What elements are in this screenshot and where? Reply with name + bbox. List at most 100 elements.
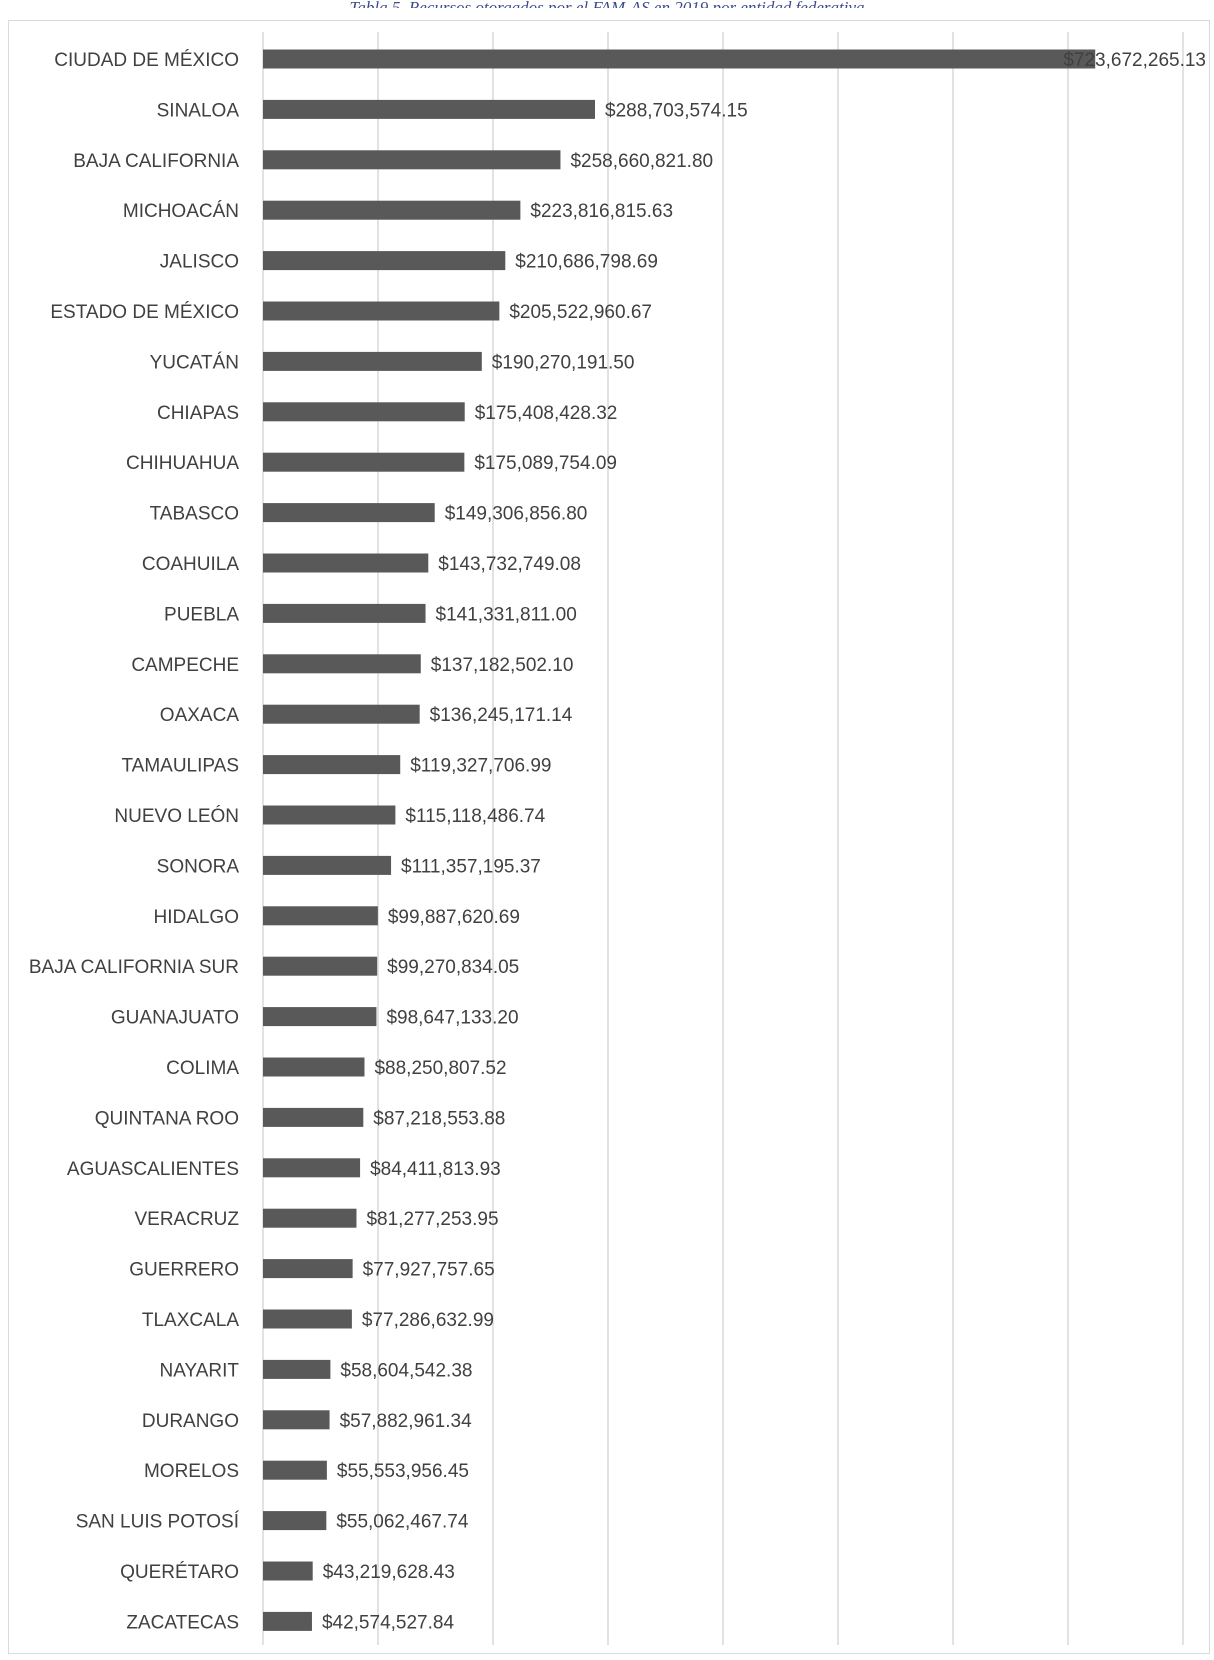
data-label-18: $99,270,834.05 bbox=[387, 957, 519, 978]
category-label-8: CHIHUAHUA bbox=[126, 453, 239, 474]
bar-24 bbox=[263, 1259, 353, 1279]
data-label-9: $149,306,856.80 bbox=[445, 504, 588, 525]
data-label-13: $136,245,171.14 bbox=[430, 705, 573, 726]
category-label-30: QUERÉTARO bbox=[120, 1562, 239, 1583]
data-label-1: $288,703,574.15 bbox=[605, 100, 748, 121]
data-label-0: $723,672,265.13 bbox=[1063, 50, 1206, 71]
bar-29 bbox=[263, 1511, 327, 1531]
bar-12 bbox=[263, 654, 421, 674]
bar-21 bbox=[263, 1107, 364, 1127]
category-label-4: JALISCO bbox=[160, 252, 239, 273]
chart-caption: Tabla 5. Recursos otorgados por el FAM-A… bbox=[0, 0, 1214, 8]
data-label-6: $190,270,191.50 bbox=[492, 352, 635, 373]
category-label-7: CHIAPAS bbox=[157, 403, 239, 424]
bar-25 bbox=[263, 1309, 352, 1329]
category-label-12: CAMPECHE bbox=[131, 655, 239, 676]
data-label-3: $223,816,815.63 bbox=[530, 201, 673, 222]
category-label-11: PUEBLA bbox=[164, 604, 239, 625]
data-label-17: $99,887,620.69 bbox=[388, 907, 520, 928]
chart-frame bbox=[8, 20, 1210, 1654]
data-label-28: $55,553,956.45 bbox=[337, 1461, 469, 1482]
chart-caption-text: Tabla 5. Recursos otorgados por el FAM-A… bbox=[349, 0, 864, 8]
bar-31 bbox=[263, 1611, 312, 1631]
bar-15 bbox=[263, 805, 396, 825]
data-label-4: $210,686,798.69 bbox=[515, 252, 658, 273]
category-label-17: HIDALGO bbox=[153, 907, 239, 928]
data-labels: $723,672,265.13 $288,703,574.15 $258,660,8… bbox=[322, 50, 1206, 1633]
bar-0 bbox=[263, 49, 1096, 69]
data-label-20: $88,250,807.52 bbox=[374, 1058, 506, 1079]
category-label-18: BAJA CALIFORNIA SUR bbox=[29, 957, 239, 978]
category-label-19: GUANAJUATO bbox=[111, 1008, 239, 1029]
data-label-23: $81,277,253.95 bbox=[366, 1209, 498, 1230]
data-label-26: $58,604,542.38 bbox=[340, 1360, 472, 1381]
category-label-26: NAYARIT bbox=[159, 1360, 239, 1381]
data-label-12: $137,182,502.10 bbox=[431, 655, 574, 676]
data-label-22: $84,411,813.93 bbox=[370, 1159, 501, 1180]
data-label-29: $55,062,467.74 bbox=[336, 1512, 469, 1533]
category-label-14: TAMAULIPAS bbox=[121, 756, 239, 777]
category-label-16: SONORA bbox=[157, 856, 240, 877]
category-label-21: QUINTANA ROO bbox=[95, 1108, 239, 1129]
bar-8 bbox=[263, 452, 465, 472]
bar-23 bbox=[263, 1208, 357, 1228]
data-label-30: $43,219,628.43 bbox=[323, 1562, 455, 1583]
bar-16 bbox=[263, 855, 392, 875]
bar-7 bbox=[263, 402, 465, 422]
category-label-28: MORELOS bbox=[144, 1461, 239, 1482]
category-label-9: TABASCO bbox=[150, 504, 239, 525]
bar-13 bbox=[263, 704, 420, 724]
category-label-1: SINALOA bbox=[157, 100, 240, 121]
data-label-19: $98,647,133.20 bbox=[386, 1008, 518, 1029]
data-label-2: $258,660,821.80 bbox=[570, 151, 713, 172]
category-label-27: DURANGO bbox=[142, 1411, 239, 1432]
data-label-24: $77,927,757.65 bbox=[363, 1260, 495, 1281]
bar-11 bbox=[263, 603, 426, 623]
bar-17 bbox=[263, 906, 378, 926]
category-label-31: ZACATECAS bbox=[126, 1612, 239, 1633]
data-label-21: $87,218,553.88 bbox=[373, 1108, 505, 1129]
category-label-2: BAJA CALIFORNIA bbox=[73, 151, 239, 172]
category-label-24: GUERRERO bbox=[129, 1260, 239, 1281]
bar-20 bbox=[263, 1057, 365, 1077]
data-label-10: $143,732,749.08 bbox=[438, 554, 581, 575]
data-label-14: $119,327,706.99 bbox=[410, 756, 551, 777]
data-label-27: $57,882,961.34 bbox=[340, 1411, 473, 1432]
data-label-11: $141,331,811.00 bbox=[436, 604, 577, 625]
data-label-15: $115,118,486.74 bbox=[405, 806, 545, 827]
bar-19 bbox=[263, 1007, 377, 1027]
category-label-13: OAXACA bbox=[160, 705, 240, 726]
bar-28 bbox=[263, 1460, 327, 1480]
bars bbox=[263, 49, 1096, 1631]
gridlines bbox=[262, 32, 1184, 1645]
category-label-20: COLIMA bbox=[166, 1058, 239, 1079]
category-label-25: TLAXCALA bbox=[142, 1310, 239, 1331]
bar-10 bbox=[263, 553, 429, 573]
data-label-8: $175,089,754.09 bbox=[474, 453, 617, 474]
bar-4 bbox=[263, 251, 506, 271]
bar-9 bbox=[263, 503, 435, 523]
bar-27 bbox=[263, 1410, 330, 1430]
bar-30 bbox=[263, 1561, 313, 1581]
data-label-16: $111,357,195.37 bbox=[401, 856, 541, 877]
category-label-15: NUEVO LEÓN bbox=[114, 805, 239, 827]
category-label-29: SAN LUIS POTOSÍ bbox=[76, 1512, 240, 1533]
category-label-5: ESTADO DE MÉXICO bbox=[50, 302, 239, 323]
bar-2 bbox=[263, 150, 561, 170]
data-label-31: $42,574,527.84 bbox=[322, 1612, 455, 1633]
bar-3 bbox=[263, 200, 521, 220]
bar-18 bbox=[263, 956, 378, 976]
category-label-22: AGUASCALIENTES bbox=[67, 1159, 239, 1180]
category-label-10: COAHUILA bbox=[142, 554, 239, 575]
bar-1 bbox=[263, 99, 596, 119]
bar-22 bbox=[263, 1158, 361, 1178]
category-label-3: MICHOACÁN bbox=[123, 201, 239, 222]
bar-26 bbox=[263, 1359, 331, 1379]
data-label-7: $175,408,428.32 bbox=[475, 403, 618, 424]
category-label-0: CIUDAD DE MÉXICO bbox=[54, 50, 239, 71]
bar-6 bbox=[263, 351, 482, 371]
data-label-25: $77,286,632.99 bbox=[362, 1310, 494, 1331]
bar-14 bbox=[263, 755, 401, 775]
category-label-6: YUCATÁN bbox=[150, 352, 239, 373]
